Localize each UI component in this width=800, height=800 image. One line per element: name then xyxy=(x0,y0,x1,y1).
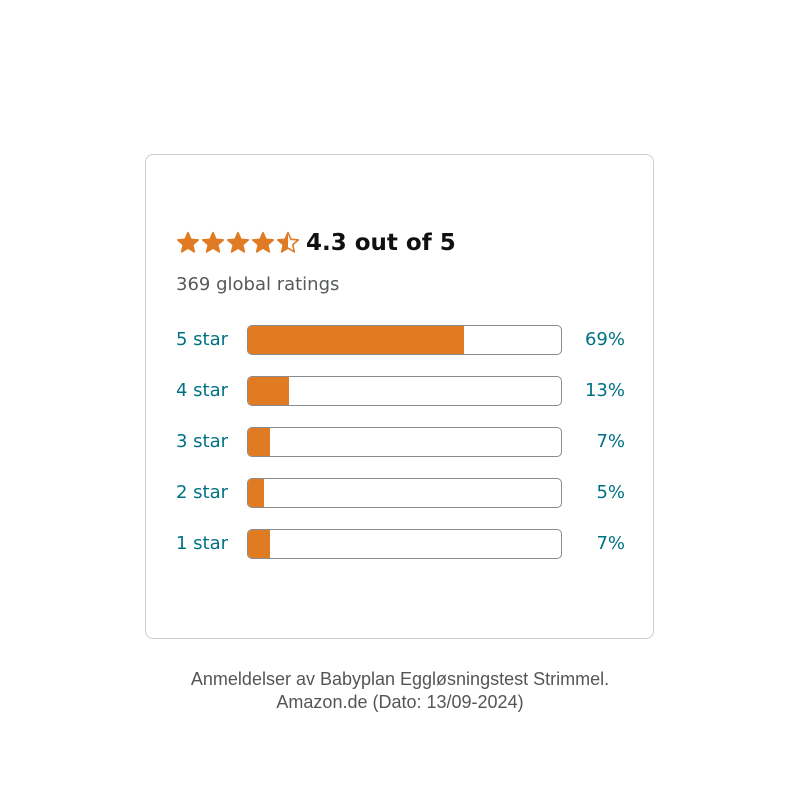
caption-line-1: Anmeldelser av Babyplan Eggløsningstest … xyxy=(190,669,610,689)
histogram-bar xyxy=(248,377,289,405)
histogram-row[interactable]: 5 star 69% xyxy=(146,325,653,355)
average-rating-row: 4.3 out of 5 xyxy=(176,227,456,259)
histogram-star-label[interactable]: 3 star xyxy=(176,431,229,452)
histogram-bar xyxy=(248,428,270,456)
star-rating xyxy=(176,231,300,255)
star-full-icon xyxy=(176,231,200,253)
histogram-star-label[interactable]: 2 star xyxy=(176,482,229,503)
histogram-bar xyxy=(248,479,264,507)
histogram-star-label[interactable]: 4 star xyxy=(176,380,229,401)
histogram-percent-label[interactable]: 5% xyxy=(596,482,625,503)
histogram-bar-track[interactable] xyxy=(247,325,562,355)
ratings-card: 4.3 out of 5 369 global ratings 5 star 69… xyxy=(145,154,654,639)
histogram-row[interactable]: 4 star 13% xyxy=(146,376,653,406)
star-full-icon xyxy=(226,231,250,253)
average-rating-text: 4.3 out of 5 xyxy=(306,230,456,256)
histogram-percent-label[interactable]: 69% xyxy=(584,329,625,350)
histogram-percent-label[interactable]: 7% xyxy=(596,431,625,452)
histogram-bar xyxy=(248,530,270,558)
histogram-bar-track[interactable] xyxy=(247,427,562,457)
histogram-percent-label[interactable]: 7% xyxy=(596,533,625,554)
histogram-bar xyxy=(248,326,464,354)
histogram-star-label[interactable]: 5 star xyxy=(176,329,229,350)
histogram-row[interactable]: 3 star 7% xyxy=(146,427,653,457)
star-full-icon xyxy=(201,231,225,253)
histogram-star-label[interactable]: 1 star xyxy=(176,533,229,554)
caption-line-2: Amazon.de (Dato: 13/09-2024) xyxy=(276,692,524,712)
histogram-percent-label[interactable]: 13% xyxy=(584,380,625,401)
histogram-bar-track[interactable] xyxy=(247,478,562,508)
total-ratings-count: 369 global ratings xyxy=(176,274,340,295)
star-half-icon xyxy=(276,231,300,253)
histogram-bar-track[interactable] xyxy=(247,529,562,559)
histogram-row[interactable]: 1 star 7% xyxy=(146,529,653,559)
histogram-bar-track[interactable] xyxy=(247,376,562,406)
star-full-icon xyxy=(251,231,275,253)
image-caption: Anmeldelser av Babyplan Eggløsningstest … xyxy=(0,668,800,714)
histogram-row[interactable]: 2 star 5% xyxy=(146,478,653,508)
